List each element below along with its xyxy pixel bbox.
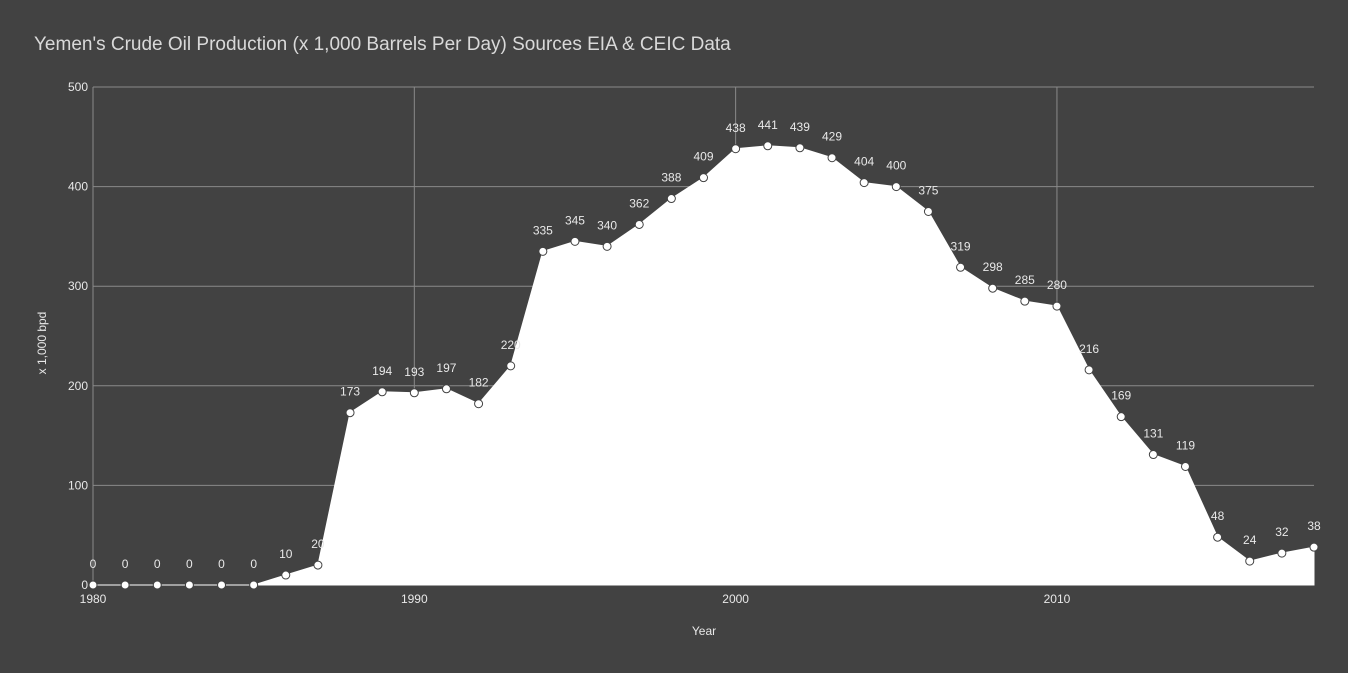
data-label: 0 bbox=[122, 557, 129, 571]
data-label: 280 bbox=[1047, 278, 1067, 292]
data-label: 0 bbox=[186, 557, 193, 571]
area-series bbox=[93, 145, 1315, 586]
x-tick-label: 2010 bbox=[1044, 592, 1071, 606]
data-point bbox=[1180, 461, 1190, 471]
data-label: 438 bbox=[726, 121, 746, 135]
data-point bbox=[474, 399, 484, 409]
data-label: 0 bbox=[154, 557, 161, 571]
data-label: 409 bbox=[693, 150, 713, 164]
data-label: 404 bbox=[854, 155, 874, 169]
data-point bbox=[988, 283, 998, 293]
data-point bbox=[1116, 412, 1126, 422]
data-label: 24 bbox=[1243, 533, 1257, 547]
data-label: 345 bbox=[565, 213, 585, 227]
data-point bbox=[538, 246, 548, 256]
data-point bbox=[152, 580, 162, 590]
area-layer bbox=[93, 145, 1315, 586]
data-point bbox=[281, 570, 291, 580]
data-label: 194 bbox=[372, 364, 392, 378]
data-label: 375 bbox=[918, 184, 938, 198]
data-label: 38 bbox=[1307, 519, 1321, 533]
data-label: 20 bbox=[311, 537, 325, 551]
chart-title: Yemen's Crude Oil Production (x 1,000 Ba… bbox=[34, 34, 731, 55]
y-tick-label: 0 bbox=[81, 578, 88, 592]
data-point bbox=[409, 388, 419, 398]
data-label: 0 bbox=[218, 557, 225, 571]
data-label: 216 bbox=[1079, 342, 1099, 356]
data-point bbox=[731, 144, 741, 154]
data-label: 439 bbox=[790, 120, 810, 134]
data-point bbox=[184, 580, 194, 590]
data-point bbox=[634, 219, 644, 229]
data-point bbox=[763, 141, 773, 151]
data-label: 319 bbox=[951, 239, 971, 253]
x-tick-label: 1980 bbox=[80, 592, 107, 606]
data-label: 182 bbox=[469, 376, 489, 390]
data-point bbox=[120, 580, 130, 590]
y-tick-label: 400 bbox=[68, 180, 88, 194]
data-point bbox=[602, 241, 612, 251]
data-label: 173 bbox=[340, 385, 360, 399]
data-label: 362 bbox=[629, 196, 649, 210]
data-point bbox=[1245, 556, 1255, 566]
y-tick-label: 200 bbox=[68, 379, 88, 393]
data-label: 10 bbox=[279, 547, 293, 561]
data-point bbox=[859, 178, 869, 188]
x-axis-title: Year bbox=[691, 624, 717, 638]
data-point bbox=[923, 207, 933, 216]
data-point bbox=[1020, 296, 1030, 306]
labels-layer: 0 0 0 0 0 0 10 20 173 194 193 197 182 220 335 345 340 362… bbox=[90, 118, 1321, 571]
data-label: 388 bbox=[661, 171, 681, 185]
data-point bbox=[1148, 450, 1158, 460]
data-label: 193 bbox=[404, 365, 424, 379]
data-point bbox=[345, 408, 355, 418]
x-tick-label: 2000 bbox=[722, 592, 749, 606]
data-point bbox=[956, 262, 966, 272]
data-point bbox=[827, 153, 837, 163]
data-label: 298 bbox=[983, 260, 1003, 274]
data-point bbox=[666, 194, 676, 204]
data-point bbox=[699, 173, 708, 183]
data-label: 441 bbox=[758, 118, 778, 132]
x-tick-label: 1990 bbox=[401, 592, 428, 606]
data-point bbox=[795, 143, 805, 153]
data-label: 48 bbox=[1211, 509, 1225, 523]
data-label: 169 bbox=[1111, 389, 1131, 403]
data-point bbox=[313, 560, 323, 570]
data-label: 285 bbox=[1015, 273, 1035, 287]
data-point bbox=[506, 361, 516, 371]
y-tick-label: 300 bbox=[68, 279, 88, 293]
data-label: 0 bbox=[250, 557, 257, 571]
data-label: 340 bbox=[597, 218, 617, 232]
data-label: 131 bbox=[1143, 427, 1163, 441]
data-label: 335 bbox=[533, 223, 553, 237]
data-point bbox=[570, 236, 580, 246]
data-label: 400 bbox=[886, 159, 906, 173]
data-label: 32 bbox=[1275, 525, 1289, 539]
data-point bbox=[249, 580, 259, 590]
y-tick-label: 500 bbox=[68, 80, 88, 94]
data-point bbox=[441, 384, 451, 394]
data-point bbox=[1213, 532, 1223, 542]
data-point bbox=[88, 580, 98, 590]
data-point bbox=[891, 182, 901, 192]
points-layer bbox=[88, 141, 1319, 590]
y-tick-label: 100 bbox=[68, 478, 88, 492]
data-label: 429 bbox=[822, 130, 842, 144]
data-label: 0 bbox=[90, 557, 97, 571]
data-point bbox=[1084, 365, 1094, 375]
data-point bbox=[217, 580, 227, 590]
data-label: 119 bbox=[1176, 438, 1195, 452]
data-label: 220 bbox=[501, 338, 521, 352]
data-label: 197 bbox=[436, 361, 456, 375]
data-point bbox=[1309, 542, 1319, 552]
data-point bbox=[1277, 548, 1287, 558]
data-point bbox=[1052, 301, 1062, 311]
data-point bbox=[377, 387, 387, 397]
